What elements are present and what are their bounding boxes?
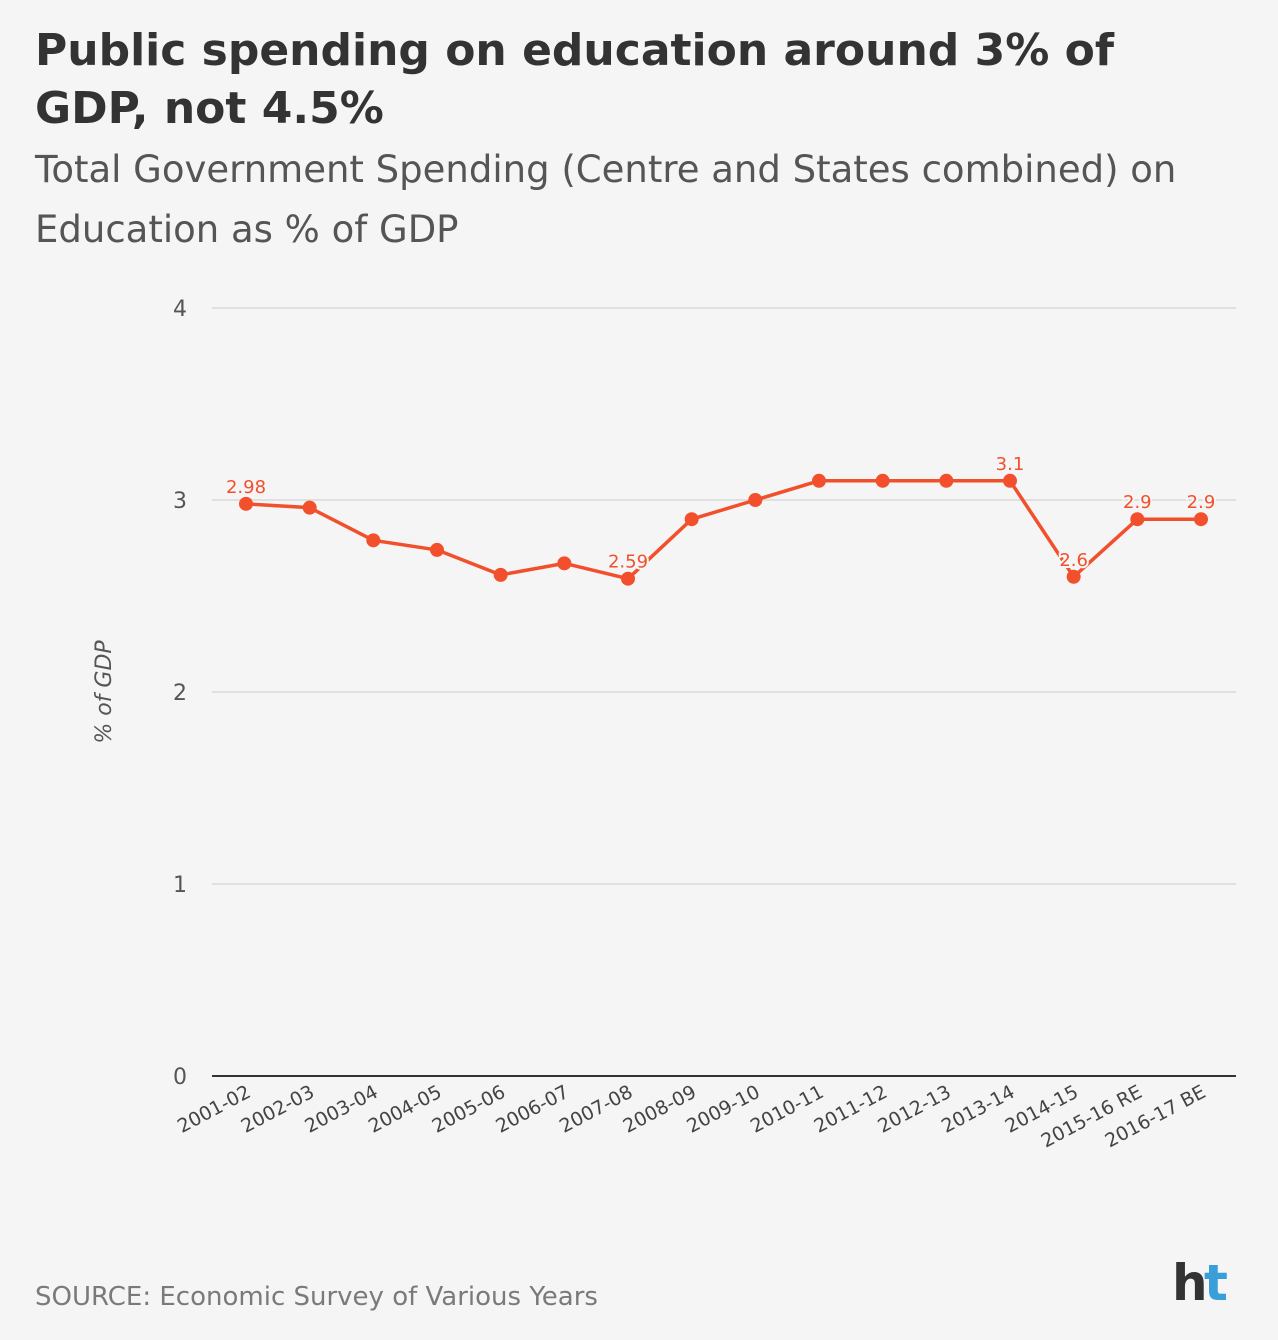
- data-point: [493, 567, 508, 582]
- chart-title: Public spending on education around 3% o…: [35, 25, 1114, 134]
- y-tick-label: 0: [173, 1065, 187, 1090]
- data-point: [239, 496, 253, 511]
- data-point: [875, 473, 890, 488]
- gridlines: [212, 307, 1236, 1077]
- logo-h-letter: h: [1172, 1254, 1208, 1310]
- data-label: 2.9: [1123, 492, 1152, 513]
- data-series: [239, 473, 1208, 586]
- y-axis-title: % of GDP: [92, 640, 117, 744]
- y-tick-label: 1: [173, 873, 187, 898]
- data-point: [748, 493, 763, 507]
- data-point: [1003, 473, 1017, 488]
- data-label: 2.9: [1187, 492, 1216, 513]
- data-label: 2.6: [1059, 550, 1088, 571]
- data-point: [366, 533, 381, 548]
- data-labels: 2.98 2.59 3.1 2.6 2.9 2.9: [224, 452, 1217, 575]
- data-point: [1130, 512, 1145, 527]
- y-tick-label: 2: [173, 681, 187, 706]
- data-point: [939, 473, 954, 488]
- data-point: [1194, 512, 1208, 527]
- data-point: [1066, 569, 1081, 584]
- y-axis-tick-labels: 0 1 2 3 4: [173, 297, 187, 1090]
- logo-t-letter: t: [1204, 1254, 1228, 1310]
- data-point: [621, 571, 635, 586]
- source-note: SOURCE: Economic Survey of Various Years: [35, 1282, 598, 1312]
- line-chart: 0 1 2 3 4 % of GDP 2001-022002-032003-042004…: [92, 297, 1236, 1152]
- data-point: [684, 512, 699, 527]
- y-tick-label: 4: [173, 297, 187, 322]
- data-point: [812, 473, 826, 488]
- y-tick-label: 3: [173, 489, 187, 514]
- data-label: 2.59: [608, 552, 648, 573]
- data-point: [557, 556, 572, 571]
- data-point: [302, 500, 317, 515]
- series-line: [245, 479, 1201, 581]
- ht-logo: h t: [1172, 1254, 1228, 1310]
- data-label: 2.98: [226, 477, 266, 498]
- chart-subtitle: Total Government Spending (Centre and St…: [35, 148, 1177, 251]
- data-point: [430, 542, 444, 557]
- data-label: 3.1: [996, 454, 1025, 475]
- x-axis-tick-labels: 2001-022002-032003-042004-052005-062006-…: [174, 1081, 1209, 1152]
